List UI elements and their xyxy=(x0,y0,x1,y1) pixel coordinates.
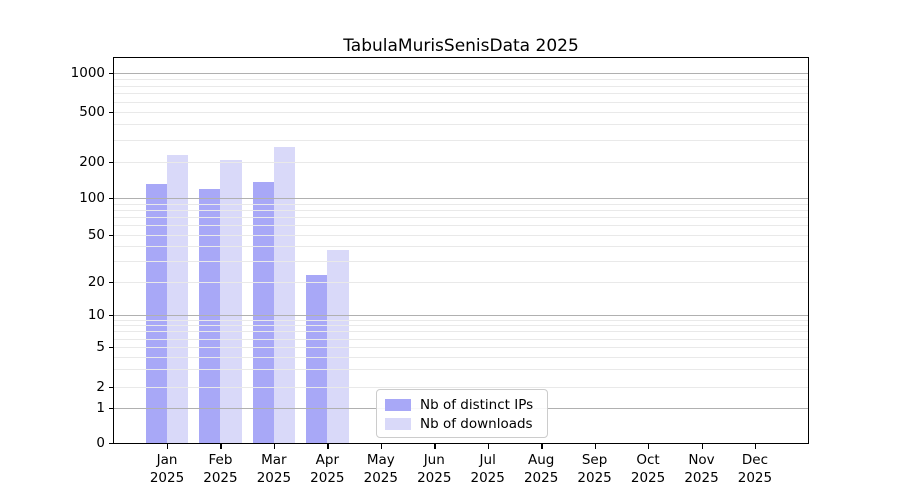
bar-mar-downloads xyxy=(273,146,296,443)
y-tick-label: 20 xyxy=(87,274,105,290)
bar-jan-downloads xyxy=(167,154,189,443)
x-tick-mark xyxy=(273,444,276,449)
gridline xyxy=(114,124,808,126)
bar-jan-distinct-ips xyxy=(145,183,167,443)
gridline xyxy=(114,235,808,236)
gridline xyxy=(114,387,808,388)
gridlines-layer xyxy=(114,58,808,443)
y-tick-mark xyxy=(109,162,114,164)
gridline xyxy=(114,93,808,95)
x-tick-label-nov: Nov 2025 xyxy=(684,452,719,486)
x-tick-mark xyxy=(167,444,169,449)
y-tick-label: 0 xyxy=(96,435,105,451)
x-tick-label-sep: Sep 2025 xyxy=(577,452,612,486)
gridline xyxy=(114,225,808,227)
gridline xyxy=(114,246,808,248)
legend: Nb of distinct IPs Nb of downloads xyxy=(376,389,548,438)
legend-label-distinct-ips: Nb of distinct IPs xyxy=(420,396,534,413)
x-tick-label-feb: Feb 2025 xyxy=(203,452,238,486)
y-tick-mark xyxy=(109,112,114,114)
gridline xyxy=(114,139,808,141)
x-tick-label-mar: Mar 2025 xyxy=(256,452,292,486)
plot-area: Nb of distinct IPs Nb of downloads xyxy=(113,57,809,444)
y-tick-label: 1000 xyxy=(70,65,105,81)
gridline xyxy=(114,325,808,327)
gridline xyxy=(114,162,808,163)
x-tick-mark xyxy=(648,444,650,449)
gridline xyxy=(114,347,808,348)
x-tick-mark xyxy=(541,444,543,449)
gridline xyxy=(114,319,808,321)
y-tick-label: 10 xyxy=(87,307,105,323)
y-tick-label: 500 xyxy=(79,104,105,120)
y-tick-label: 2 xyxy=(96,379,105,395)
legend-item-downloads: Nb of downloads xyxy=(385,414,539,433)
x-tick-label-jan: Jan 2025 xyxy=(149,452,185,486)
gridline xyxy=(114,217,808,219)
gridline xyxy=(114,356,808,358)
x-tick-mark xyxy=(487,444,490,449)
x-tick-label-oct: Oct 2025 xyxy=(630,452,666,486)
gridline xyxy=(114,209,808,211)
gridline xyxy=(114,203,808,205)
x-tick-label-apr: Apr 2025 xyxy=(310,452,345,486)
x-tick-label-jul: Jul 2025 xyxy=(470,452,505,486)
x-tick-label-dec: Dec 2025 xyxy=(737,452,773,486)
gridline xyxy=(114,73,808,74)
x-tick-mark xyxy=(754,444,757,449)
gridline xyxy=(114,338,808,340)
gridline xyxy=(114,112,808,113)
y-tick-label: 100 xyxy=(79,190,105,206)
legend-item-distinct-ips: Nb of distinct IPs xyxy=(385,395,539,414)
y-tick-label: 200 xyxy=(79,154,105,170)
bar-feb-downloads xyxy=(220,160,242,443)
gridline xyxy=(114,261,808,263)
gridline xyxy=(114,78,808,80)
x-tick-label-may: May 2025 xyxy=(363,452,398,486)
y-tick-mark xyxy=(109,443,114,445)
x-tick-label-jun: Jun 2025 xyxy=(417,452,452,486)
y-tick-mark xyxy=(109,235,114,237)
y-tick-mark xyxy=(109,387,114,389)
y-tick-mark xyxy=(109,315,114,317)
y-tick-mark xyxy=(109,408,114,410)
gridline xyxy=(114,198,808,199)
x-tick-mark xyxy=(327,444,329,449)
legend-label-downloads: Nb of downloads xyxy=(420,415,533,432)
x-tick-label-aug: Aug 2025 xyxy=(523,452,559,486)
gridline xyxy=(114,282,808,283)
legend-swatch-downloads-icon xyxy=(385,417,411,430)
y-tick-label: 5 xyxy=(96,339,105,355)
y-tick-mark xyxy=(109,282,114,284)
x-tick-mark xyxy=(594,444,596,449)
chart-title: TabulaMurisSenisData 2025 xyxy=(343,36,579,56)
bar-apr-downloads xyxy=(327,250,349,443)
bar-mar-distinct-ips xyxy=(252,182,274,443)
gridline xyxy=(114,101,808,103)
y-tick-label: 50 xyxy=(87,227,105,243)
bar-apr-distinct-ips xyxy=(305,274,328,443)
x-tick-mark xyxy=(380,444,383,449)
bars-layer xyxy=(114,58,808,443)
gridline xyxy=(114,315,808,316)
y-tick-label: 1 xyxy=(96,400,105,416)
gridline xyxy=(114,369,808,371)
y-tick-mark xyxy=(109,73,114,75)
x-tick-mark xyxy=(701,444,703,449)
x-tick-mark xyxy=(434,444,436,449)
bar-feb-distinct-ips xyxy=(199,189,221,443)
x-tick-mark xyxy=(220,444,222,449)
y-tick-mark xyxy=(109,347,114,349)
legend-swatch-distinct-ips-icon xyxy=(385,398,411,411)
gridline xyxy=(114,85,808,87)
y-tick-mark xyxy=(109,198,114,200)
gridline xyxy=(114,331,808,333)
